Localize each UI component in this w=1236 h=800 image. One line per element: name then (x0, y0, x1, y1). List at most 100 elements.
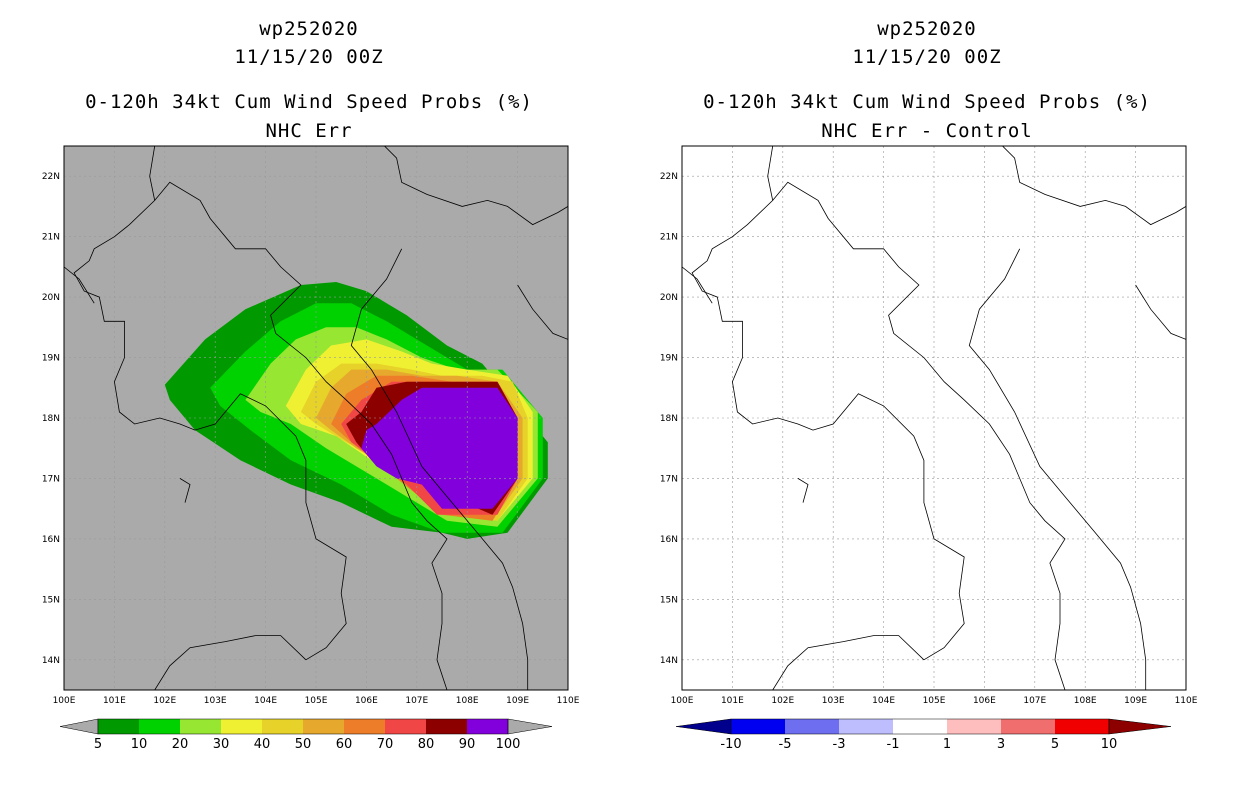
y-tick-label: 20N (660, 293, 678, 303)
colorbar-label: 80 (418, 737, 435, 752)
boundary-group (682, 146, 1186, 690)
colorbar-segment (426, 719, 467, 734)
left-panel: wp252020 11/15/20 00Z 0-120h 34kt Cum Wi… (42, 18, 580, 752)
boundary-line (787, 146, 1186, 226)
x-tick-label: 101E (721, 696, 744, 706)
y-tick-label: 19N (42, 354, 60, 364)
boundary-line (772, 635, 925, 690)
y-tick-label: 22N (660, 172, 678, 182)
colorbar-label: 90 (459, 737, 476, 752)
y-tick-label: 21N (42, 233, 60, 243)
y-tick-label: 17N (660, 474, 678, 484)
colorbar-label: 50 (295, 737, 312, 752)
colorbar-right-arrow (1108, 718, 1172, 735)
x-tick-label: 108E (1074, 696, 1097, 706)
x-tick-label: 106E (355, 696, 378, 706)
x-tick-label: 102E (771, 696, 794, 706)
boundary-line (154, 181, 448, 690)
colorbar-label: 100 (496, 737, 521, 752)
boundary-line (517, 284, 568, 340)
colorbar-label: 30 (213, 737, 230, 752)
x-tick-label: 100E (671, 696, 694, 706)
boundary-line (73, 146, 347, 661)
storm-id-title: wp252020 (259, 18, 359, 40)
colorbar-frame (730, 718, 1110, 735)
colorbar-right-arrow (507, 718, 553, 735)
colorbar-segment (262, 719, 303, 734)
boundary-line (1135, 284, 1186, 340)
colorbar-left-arrow (59, 718, 99, 735)
colorbar-label: -10 (720, 737, 741, 752)
colorbar-left-arrow (675, 718, 732, 735)
x-tick-label: 105E (305, 696, 328, 706)
product-title: 0-120h 34kt Cum Wind Speed Probs (%) (85, 91, 533, 113)
x-tick-label: 109E (506, 696, 529, 706)
colorbar-segment (1055, 719, 1109, 734)
right-panel: wp252020 11/15/20 00Z 0-120h 34kt Cum Wi… (618, 0, 1236, 800)
colorbar-label: -1 (887, 737, 900, 752)
x-tick-label: 102E (153, 696, 176, 706)
x-tick-label: 109E (1124, 696, 1147, 706)
right-map-chart: 100E 101E 102E 103E 104E 105E 106E 107E 108E 109E… (660, 145, 1198, 752)
left-map-chart: 100E 101E 102E 103E 104E 105E 106E 107E 108E 109E… (42, 145, 580, 752)
y-tick-label: 15N (42, 595, 60, 605)
y-tick-label: 16N (42, 535, 60, 545)
x-tick-label: 104E (254, 696, 277, 706)
x-tick-label: 106E (973, 696, 996, 706)
boundary-line (682, 266, 713, 304)
colorbar-segment (221, 719, 262, 734)
colorbar-label: 5 (1051, 737, 1059, 752)
colorbar-segment (385, 719, 426, 734)
colorbar-segment (839, 719, 893, 734)
x-tick-label: 108E (456, 696, 479, 706)
y-tick-label: 14N (660, 656, 678, 666)
colorbar-segment (467, 719, 508, 734)
colorbar-label: 10 (131, 737, 148, 752)
x-tick-label: 103E (204, 696, 227, 706)
y-tick-label: 14N (42, 656, 60, 666)
boundary-line (691, 146, 965, 661)
y-tick-label: 15N (660, 595, 678, 605)
colorbar-label: 60 (336, 737, 353, 752)
colorbar-segment (139, 719, 180, 734)
colorbar-label: 20 (172, 737, 189, 752)
datetime-title: 11/15/20 00Z (852, 46, 1002, 68)
boundary-line (350, 248, 529, 690)
boundary-line (797, 478, 809, 503)
y-tick-label: 19N (660, 354, 678, 364)
boundary-line (154, 635, 307, 690)
x-tick-label: 101E (103, 696, 126, 706)
x-tick-label: 104E (872, 696, 895, 706)
x-tick-label: 107E (405, 696, 428, 706)
colorbar-segment (180, 719, 221, 734)
boundary-line (169, 146, 568, 226)
map-frame (681, 145, 1187, 691)
colorbar-label: -5 (779, 737, 792, 752)
storm-id-title: wp252020 (877, 18, 977, 40)
colorbar-segment (893, 719, 947, 734)
colorbar-frame (97, 718, 509, 735)
x-tick-label: 105E (923, 696, 946, 706)
boundary-line (772, 181, 1066, 690)
scenario-title: NHC Err (265, 120, 353, 142)
colorbar-label: 40 (254, 737, 271, 752)
x-tick-label: 103E (822, 696, 845, 706)
colorbar-label: -3 (833, 737, 846, 752)
y-tick-label: 18N (660, 414, 678, 424)
colorbar-label: 70 (377, 737, 394, 752)
boundary-line (64, 266, 95, 304)
colorbar-label: 10 (1101, 737, 1118, 752)
y-tick-label: 16N (660, 535, 678, 545)
boundary-group (64, 146, 568, 690)
y-tick-label: 17N (42, 474, 60, 484)
colorbar-segment (947, 719, 1001, 734)
x-tick-label: 100E (53, 696, 76, 706)
colorbar-segment (785, 719, 839, 734)
colorbar-label: 5 (94, 737, 102, 752)
colorbar-label: 3 (997, 737, 1005, 752)
x-tick-label: 107E (1023, 696, 1046, 706)
y-tick-label: 20N (42, 293, 60, 303)
y-tick-label: 18N (42, 414, 60, 424)
y-tick-label: 22N (42, 172, 60, 182)
scenario-title: NHC Err - Control (821, 120, 1033, 142)
